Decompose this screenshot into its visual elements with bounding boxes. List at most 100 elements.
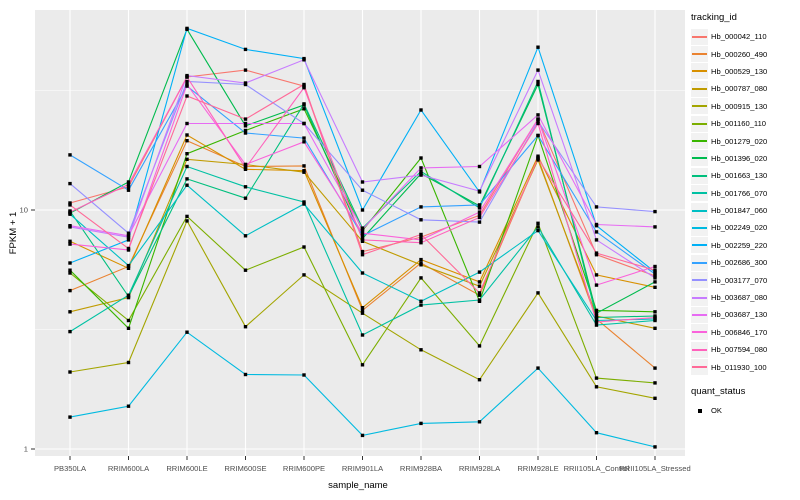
data-point	[243, 47, 248, 52]
legend-key	[691, 98, 708, 115]
legend-item: Hb_003687_130	[691, 306, 799, 323]
data-point	[536, 366, 540, 370]
data-point	[653, 209, 657, 214]
data-point	[477, 280, 482, 284]
data-point	[419, 232, 423, 237]
data-point	[185, 330, 189, 334]
data-point	[653, 276, 657, 280]
data-point	[302, 373, 306, 377]
legend-item: Hb_001396_020	[691, 150, 799, 167]
data-point	[419, 156, 423, 160]
legend-item: Hb_000042_110	[691, 28, 799, 45]
data-point	[653, 270, 657, 274]
data-point	[653, 445, 657, 449]
legend-item-label: Hb_000915_130	[711, 101, 768, 111]
legend-item-label: OK	[711, 406, 722, 415]
data-point	[477, 284, 482, 288]
data-point	[360, 333, 365, 337]
data-point	[243, 68, 248, 72]
data-point	[68, 310, 72, 314]
legend-key	[691, 402, 708, 419]
data-point	[185, 26, 189, 31]
data-point	[653, 272, 657, 276]
legend-item-label: Hb_001847_060	[711, 206, 768, 216]
legend-key	[691, 63, 708, 80]
data-point	[653, 225, 657, 229]
data-point	[68, 201, 72, 205]
data-point	[126, 293, 131, 297]
data-point	[302, 102, 306, 106]
legend-key-line-icon	[692, 244, 707, 247]
data-point	[243, 131, 248, 135]
x-tick-label: RRIM600PE	[282, 464, 326, 473]
data-point	[419, 166, 423, 170]
y-tick-label: 10	[19, 205, 28, 215]
legend-key-line-icon	[692, 174, 707, 177]
data-point	[302, 273, 306, 277]
data-point	[243, 162, 248, 167]
data-point	[536, 121, 540, 126]
legend-key	[691, 28, 708, 45]
data-point	[477, 210, 482, 214]
data-point	[302, 136, 306, 140]
legend-key	[691, 341, 708, 358]
data-point	[243, 128, 248, 133]
legend-key-line-icon	[692, 87, 707, 90]
data-point	[419, 108, 423, 112]
data-point	[653, 310, 657, 314]
data-point	[419, 261, 423, 265]
data-point	[302, 202, 306, 206]
legend-key	[691, 133, 708, 150]
data-point	[243, 325, 248, 329]
legend-item-label: Hb_002259_220	[711, 240, 768, 250]
legend-key-line-icon	[692, 261, 707, 264]
data-point	[68, 261, 72, 265]
legend-key-line-icon	[692, 313, 707, 316]
data-point	[536, 45, 540, 49]
data-point	[302, 121, 306, 126]
legend-item: Hb_003177_070	[691, 271, 799, 289]
data-point	[419, 173, 423, 177]
legend-item-label: Hb_001663_130	[711, 171, 768, 181]
data-point	[302, 107, 306, 111]
legend-key	[691, 254, 708, 271]
data-point	[653, 274, 657, 278]
x-tick-label: RRIM928LE	[517, 464, 559, 473]
legend-item-label: Hb_006846_170	[711, 327, 768, 337]
data-point	[68, 212, 72, 216]
data-point	[302, 164, 306, 168]
data-point	[419, 169, 423, 174]
y-tick-label: 1	[23, 444, 28, 454]
data-point	[536, 133, 540, 138]
legend-key-line-icon	[692, 331, 707, 334]
data-point	[477, 298, 482, 302]
legend-key	[691, 80, 708, 97]
data-point	[419, 348, 423, 352]
data-point	[185, 79, 189, 84]
data-point	[536, 82, 540, 87]
legend-item: OK	[691, 402, 799, 419]
legend-item-label: Hb_000787_080	[711, 84, 768, 94]
data-point	[536, 117, 540, 121]
legend-key-line-icon	[692, 366, 707, 369]
legend-item: Hb_002686_300	[691, 254, 799, 271]
data-point	[419, 263, 423, 267]
legend-item-label: Hb_011930_100	[711, 362, 767, 372]
data-point	[536, 119, 540, 123]
data-point	[536, 113, 540, 117]
data-point	[243, 196, 248, 200]
data-point	[126, 234, 131, 238]
data-point	[594, 431, 599, 435]
legend-key	[691, 237, 708, 254]
data-point	[126, 318, 131, 323]
data-point	[477, 213, 482, 217]
data-point	[419, 238, 423, 242]
data-point	[68, 268, 72, 272]
data-point	[536, 79, 540, 84]
data-point	[477, 203, 482, 207]
data-point	[243, 372, 248, 377]
legend-item: Hb_011930_100	[691, 358, 799, 376]
legend-item: Hb_002249_020	[691, 219, 799, 236]
legend-key-line-icon	[692, 348, 707, 351]
data-point	[185, 82, 189, 87]
